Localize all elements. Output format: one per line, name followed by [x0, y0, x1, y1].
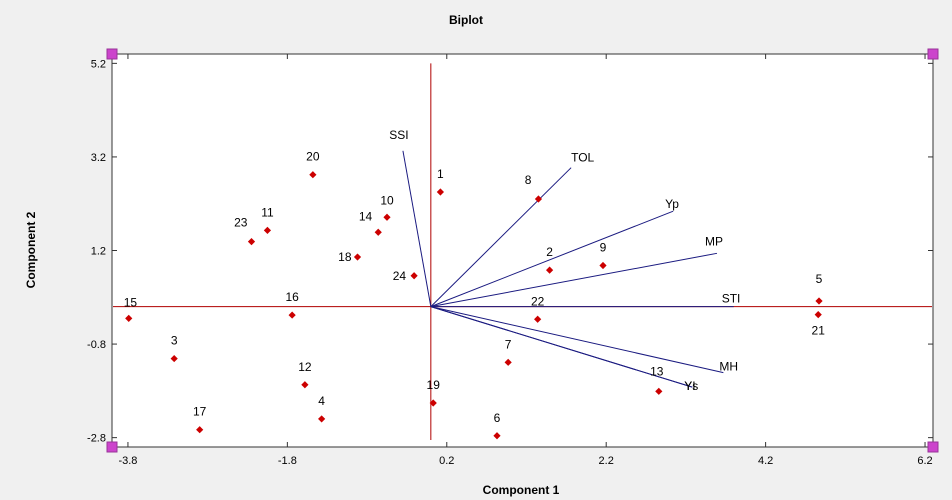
- point-label-2: 2: [546, 245, 553, 259]
- point-19: [429, 399, 437, 407]
- point-9: [599, 261, 607, 270]
- resize-handles[interactable]: [106, 48, 939, 453]
- point-label-5: 5: [816, 272, 823, 286]
- x-tick-label: 2.2: [599, 455, 614, 467]
- y-tick-label: 5.2: [91, 58, 106, 70]
- point-4: [318, 415, 326, 423]
- point-label-17: 17: [193, 405, 207, 419]
- point-12: [301, 381, 309, 389]
- y-tick-label: -2.8: [87, 433, 106, 445]
- point-15: [125, 314, 133, 322]
- point-label-7: 7: [505, 337, 512, 351]
- vector-line-mp: [430, 252, 718, 308]
- point-24: [410, 272, 418, 280]
- point-label-3: 3: [171, 334, 178, 348]
- point-2: [546, 266, 554, 274]
- point-11: [263, 226, 272, 234]
- point-label-10: 10: [380, 193, 394, 207]
- point-label-20: 20: [306, 150, 320, 164]
- x-tick-label: 0.2: [439, 455, 454, 467]
- resize-handle-0[interactable]: [106, 48, 118, 60]
- resize-handle-2[interactable]: [106, 441, 118, 453]
- point-label-4: 4: [318, 394, 325, 408]
- point-label-9: 9: [600, 240, 607, 254]
- vector-line-yp: [430, 210, 674, 308]
- vector-line-mh: [430, 306, 724, 374]
- y-axis-title: Component 2: [24, 211, 38, 288]
- point-8: [534, 195, 543, 203]
- y-tick-label: -0.8: [87, 339, 106, 351]
- point-label-1: 1: [437, 167, 444, 181]
- point-label-11: 11: [261, 205, 274, 219]
- vector-label-sti: STI: [722, 292, 741, 306]
- point-10: [383, 213, 391, 221]
- vector-label-ys: Ys: [684, 379, 698, 393]
- resize-handle-3[interactable]: [927, 441, 939, 453]
- vector-line-tol: [430, 167, 572, 307]
- chart-title: Biplot: [449, 13, 483, 27]
- x-tick-label: 6.2: [917, 455, 932, 467]
- vector-label-mh: MH: [719, 360, 738, 374]
- point-14: [374, 228, 382, 236]
- point-label-8: 8: [525, 173, 532, 187]
- vector-label-ssi: SSI: [389, 128, 408, 142]
- vector-label-tol: TOL: [571, 151, 594, 165]
- y-tick-label: 3.2: [91, 152, 106, 164]
- x-tick-label: -3.8: [118, 455, 137, 467]
- point-18: [353, 253, 362, 261]
- y-tick-label: 1.2: [91, 246, 106, 258]
- point-label-24: 24: [393, 269, 407, 283]
- x-axis-title: Component 1: [483, 483, 560, 497]
- point-21: [814, 310, 822, 319]
- point-6: [493, 432, 501, 440]
- point-5: [815, 297, 823, 305]
- resize-handle-1[interactable]: [927, 48, 939, 60]
- point-label-15: 15: [124, 295, 138, 309]
- point-label-12: 12: [298, 360, 312, 374]
- point-16: [288, 311, 296, 319]
- point-label-21: 21: [812, 324, 826, 338]
- plot-area: [111, 53, 934, 448]
- point-label-13: 13: [650, 364, 664, 378]
- point-label-16: 16: [285, 290, 299, 304]
- vector-line-ssi: [402, 150, 432, 307]
- point-label-6: 6: [494, 411, 501, 425]
- x-tick-label: -1.8: [278, 455, 297, 467]
- point-1: [436, 188, 444, 196]
- point-22: [534, 315, 542, 323]
- point-label-23: 23: [234, 216, 248, 230]
- point-20: [309, 171, 317, 179]
- point-17: [196, 426, 204, 434]
- point-label-19: 19: [427, 378, 441, 392]
- vector-label-mp: MP: [705, 234, 723, 248]
- x-tick-label: 4.2: [758, 455, 773, 467]
- x-axis-ticks: -3.8 -1.8 0.2 2.2 4.2 6.2: [118, 54, 933, 467]
- point-label-22: 22: [531, 294, 545, 308]
- point-3: [170, 354, 178, 363]
- point-label-14: 14: [359, 209, 373, 223]
- vector-label-yp: Yp: [665, 197, 679, 211]
- point-13: [655, 387, 663, 395]
- point-23: [247, 238, 256, 246]
- y-axis-ticks: 5.2 3.2 1.2 -0.8 -2.8: [87, 58, 933, 445]
- point-7: [504, 358, 512, 366]
- vector-line-ys: [430, 306, 693, 388]
- point-label-18: 18: [338, 250, 352, 264]
